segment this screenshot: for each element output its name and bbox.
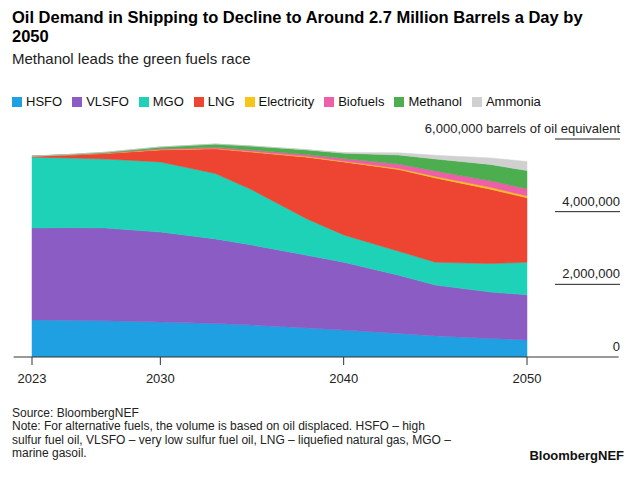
legend-swatch	[472, 97, 482, 107]
x-tick	[343, 357, 344, 365]
legend: HSFO VLSFO MGO LNG Electricity Biofuels Methan…	[12, 94, 551, 109]
legend-label: LNG	[208, 94, 235, 109]
legend-label: MGO	[153, 94, 184, 109]
x-tick-label: 2050	[513, 371, 542, 386]
x-tick	[527, 357, 528, 365]
x-tick	[160, 357, 161, 365]
y-tick-label: 4,000,000	[562, 194, 620, 209]
legend-swatch	[194, 97, 204, 107]
legend-swatch	[12, 97, 22, 107]
legend-item: HSFO	[12, 94, 62, 109]
legend-label: Methanol	[408, 94, 461, 109]
y-tick	[555, 284, 620, 285]
legend-item: Electricity	[245, 94, 315, 109]
legend-item: VLSFO	[72, 94, 129, 109]
x-tick-label: 2030	[146, 371, 175, 386]
x-tick	[32, 357, 33, 365]
x-tick-label: 2023	[18, 371, 47, 386]
source: Source: BloombergNEF	[12, 406, 139, 420]
title: Oil Demand in Shipping to Decline to Aro…	[12, 8, 612, 46]
legend-label: Ammonia	[486, 94, 541, 109]
legend-item: MGO	[139, 94, 184, 109]
y-tick	[555, 211, 620, 212]
area	[32, 144, 527, 171]
legend-swatch	[245, 97, 255, 107]
x-tick-label: 2040	[329, 371, 358, 386]
y-tick-label: 6,000,000 barrels of oil equivalent	[425, 121, 621, 136]
x-axis	[14, 357, 619, 358]
areas	[32, 144, 527, 357]
legend-item: Methanol	[394, 94, 461, 109]
legend-label: Biofuels	[338, 94, 384, 109]
note: Note: For alternative fuels, the volume …	[12, 420, 452, 461]
y-tick-label: 0	[613, 339, 620, 354]
legend-swatch	[324, 97, 334, 107]
legend-label: Electricity	[259, 94, 315, 109]
legend-item: Biofuels	[324, 94, 384, 109]
y-tick	[555, 139, 620, 140]
chart: 0 2,000,000 4,000,000 6,000,000 barrels of …	[0, 0, 640, 478]
legend-swatch	[72, 97, 82, 107]
legend-item: Ammonia	[472, 94, 541, 109]
legend-swatch	[394, 97, 404, 107]
legend-label: HSFO	[26, 94, 62, 109]
brand: BloombergNEF	[529, 448, 624, 463]
y-tick-label: 2,000,000	[562, 266, 620, 281]
area	[32, 144, 527, 189]
legend-swatch	[139, 97, 149, 107]
legend-item: LNG	[194, 94, 235, 109]
legend-label: VLSFO	[86, 94, 129, 109]
subtitle: Methanol leads the green fuels race	[12, 50, 250, 67]
